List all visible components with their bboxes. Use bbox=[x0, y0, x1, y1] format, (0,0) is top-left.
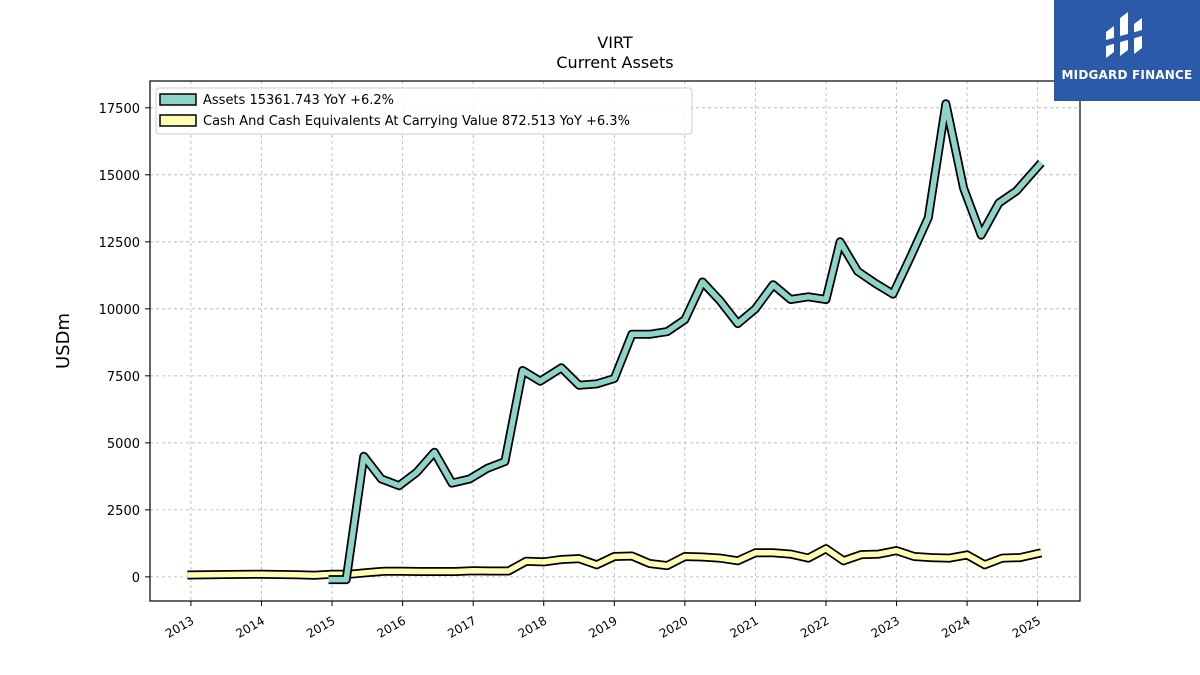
y-tick-label: 5000 bbox=[107, 437, 140, 452]
legend-label-cash: Cash And Cash Equivalents At Carrying Va… bbox=[203, 114, 630, 129]
plot-frame bbox=[149, 80, 1081, 602]
x-tick-label: 2020 bbox=[657, 613, 690, 640]
x-tick-label: 2015 bbox=[304, 613, 337, 640]
legend: Assets 15361.743 YoY +6.2% Cash And Cash… bbox=[155, 87, 693, 135]
y-tick-label: 0 bbox=[132, 571, 140, 586]
x-tick-label: 2016 bbox=[375, 613, 408, 640]
legend-swatch-assets bbox=[159, 93, 197, 106]
legend-box bbox=[155, 87, 693, 135]
x-tick-label: 2017 bbox=[445, 613, 478, 640]
x-tick-label: 2024 bbox=[939, 613, 972, 640]
y-tick-label: 12500 bbox=[99, 236, 140, 251]
x-tick-label: 2014 bbox=[234, 613, 267, 640]
brand-name: MIDGARD FINANCE bbox=[1061, 68, 1193, 82]
y-tick-label: 7500 bbox=[107, 370, 140, 385]
x-tick-label: 2013 bbox=[163, 613, 196, 640]
logo-icon bbox=[1106, 12, 1142, 58]
y-axis-label: USDm bbox=[53, 313, 74, 369]
series-line-assets bbox=[328, 101, 1044, 583]
x-tick-label: 2025 bbox=[1010, 613, 1043, 640]
x-tick-label: 2021 bbox=[727, 613, 760, 640]
legend-label-assets: Assets 15361.743 YoY +6.2% bbox=[203, 93, 394, 108]
brand-logo: MIDGARD FINANCE bbox=[1054, 0, 1200, 101]
series-layer bbox=[187, 99, 1045, 585]
chart-title: VIRT bbox=[597, 33, 633, 52]
y-tick-label: 2500 bbox=[107, 504, 140, 519]
legend-swatch-cash bbox=[159, 114, 197, 127]
y-tick-label: 10000 bbox=[99, 303, 140, 318]
x-tick-label: 2019 bbox=[586, 613, 619, 640]
chart-subtitle: Current Assets bbox=[556, 53, 673, 72]
series-line-cash bbox=[187, 545, 1042, 579]
x-tick-label: 2023 bbox=[869, 613, 902, 640]
x-tick-label: 2022 bbox=[798, 613, 831, 640]
y-tick-label: 15000 bbox=[99, 169, 140, 184]
x-tick-label: 2018 bbox=[516, 613, 549, 640]
y-tick-label: 17500 bbox=[99, 102, 140, 117]
